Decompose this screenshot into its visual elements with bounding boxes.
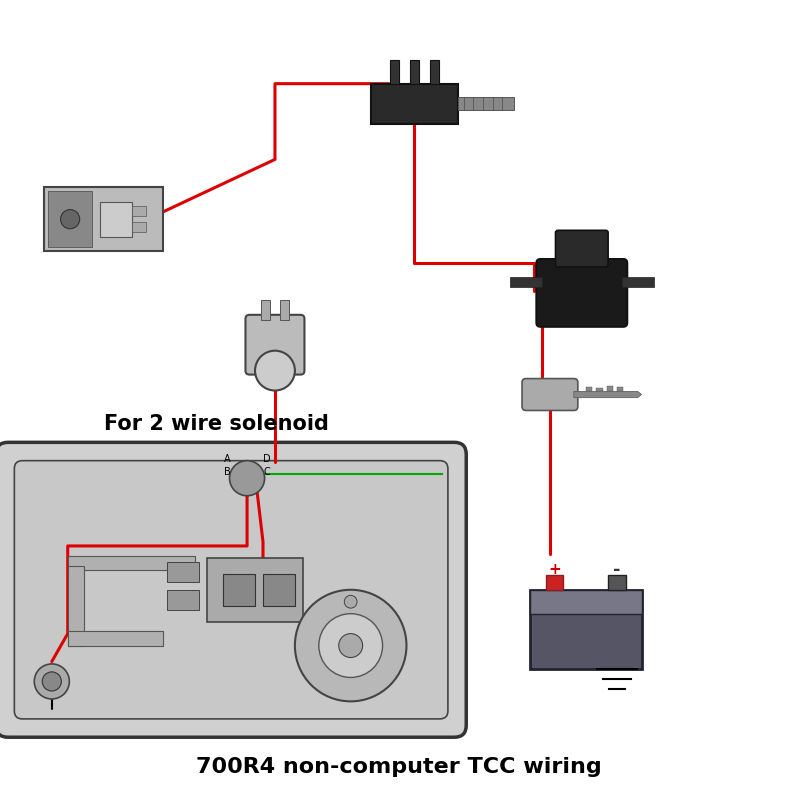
Bar xyxy=(167,562,199,582)
Bar xyxy=(607,386,613,391)
Bar xyxy=(410,60,419,84)
Circle shape xyxy=(339,634,363,658)
Text: B: B xyxy=(224,467,230,477)
Text: D: D xyxy=(263,454,271,464)
Bar xyxy=(68,631,163,646)
Bar xyxy=(68,556,195,570)
Bar xyxy=(586,387,592,391)
Circle shape xyxy=(344,595,357,608)
FancyBboxPatch shape xyxy=(245,315,304,375)
Bar xyxy=(596,388,603,391)
Circle shape xyxy=(295,590,406,701)
Circle shape xyxy=(61,210,80,229)
FancyArrow shape xyxy=(574,391,642,398)
Circle shape xyxy=(230,461,265,496)
Text: -: - xyxy=(613,561,621,579)
Circle shape xyxy=(42,672,61,691)
Circle shape xyxy=(255,351,295,391)
Text: +: + xyxy=(548,563,561,577)
FancyBboxPatch shape xyxy=(44,187,163,251)
FancyBboxPatch shape xyxy=(0,442,466,737)
Bar xyxy=(622,277,654,287)
Bar xyxy=(132,222,146,232)
FancyBboxPatch shape xyxy=(536,259,627,327)
Circle shape xyxy=(34,664,69,699)
Bar xyxy=(608,575,626,590)
FancyBboxPatch shape xyxy=(556,230,608,267)
FancyBboxPatch shape xyxy=(522,379,578,410)
Bar xyxy=(167,590,199,610)
Bar xyxy=(261,300,270,320)
Bar xyxy=(207,558,303,622)
Bar xyxy=(132,206,146,216)
Bar xyxy=(430,60,439,84)
Text: For 2 wire solenoid: For 2 wire solenoid xyxy=(104,414,328,434)
FancyBboxPatch shape xyxy=(14,461,448,719)
FancyBboxPatch shape xyxy=(371,84,458,124)
Text: 700R4 non-computer TCC wiring: 700R4 non-computer TCC wiring xyxy=(195,757,602,777)
Bar xyxy=(458,97,514,110)
Text: A: A xyxy=(224,454,230,464)
Bar xyxy=(100,202,132,237)
FancyBboxPatch shape xyxy=(530,590,642,669)
Bar xyxy=(530,590,642,614)
Bar xyxy=(48,191,92,247)
Bar xyxy=(223,574,255,606)
Bar xyxy=(617,387,623,391)
Bar xyxy=(263,574,295,606)
Text: C: C xyxy=(264,467,270,477)
Circle shape xyxy=(319,614,383,677)
Bar xyxy=(546,575,563,590)
Bar xyxy=(68,566,84,646)
Bar xyxy=(510,277,542,287)
Bar xyxy=(390,60,399,84)
Bar xyxy=(280,300,289,320)
